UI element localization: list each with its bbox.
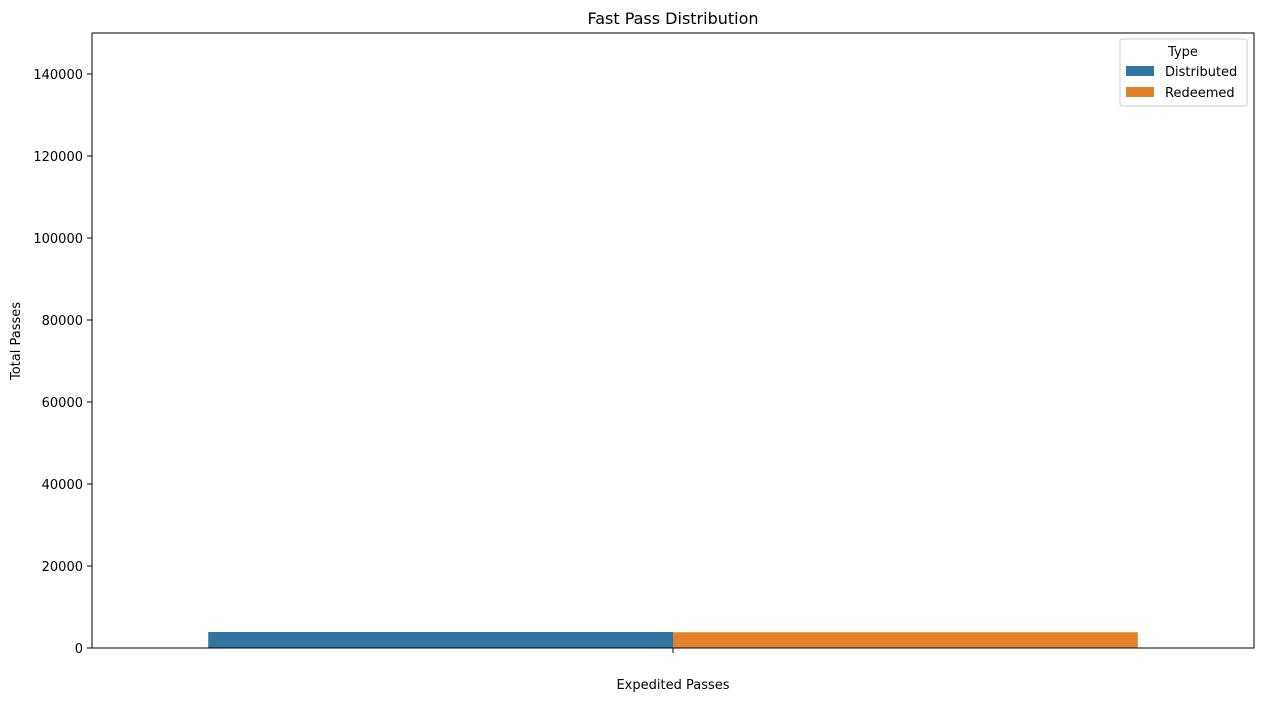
y-tick-label: 120000: [33, 150, 83, 165]
y-tick-label: 100000: [33, 232, 83, 247]
y-tick-label: 80000: [42, 314, 83, 329]
bars-group: [208, 632, 1138, 648]
x-axis-label: Expedited Passes: [616, 678, 729, 693]
legend-title: Type: [1167, 45, 1198, 60]
y-tick-label: 0: [75, 642, 83, 657]
y-tick-label: 40000: [42, 478, 83, 493]
plot-frame: [91, 32, 1255, 649]
y-tick-label: 140000: [33, 68, 83, 83]
y-tick-label: 20000: [42, 560, 83, 575]
bar-distributed: [208, 632, 673, 648]
legend-swatch-redeemed: [1126, 87, 1154, 97]
legend-label-distributed: Distributed: [1165, 65, 1237, 80]
legend-label-redeemed: Redeemed: [1165, 86, 1235, 101]
y-tick-label: 60000: [42, 396, 83, 411]
chart-title: Fast Pass Distribution: [587, 9, 758, 28]
legend-swatch-distributed: [1126, 66, 1154, 76]
y-axis-label: Total Passes: [9, 302, 24, 381]
y-axis: 0 20000 40000 60000 80000 100000 120000 140000: [33, 68, 92, 657]
legend: Type Distributed Redeemed: [1119, 38, 1248, 107]
bar-redeemed: [673, 632, 1138, 648]
